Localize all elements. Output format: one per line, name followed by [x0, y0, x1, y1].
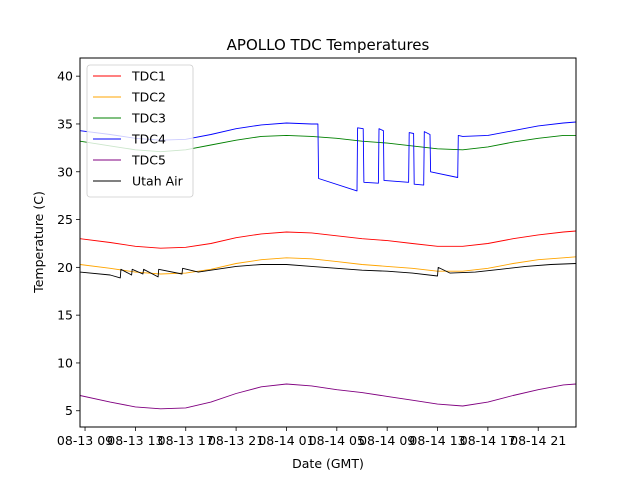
x-tick-label: 08-14 21: [510, 433, 566, 448]
y-tick-label: 10: [57, 355, 73, 370]
legend-item: TDC5: [93, 153, 166, 168]
x-tick-label: 08-14 05: [309, 433, 365, 448]
legend-box: [86, 64, 194, 198]
series-line-utah-air: [80, 263, 576, 279]
y-tick-label: 30: [57, 164, 73, 179]
y-tick-label: 15: [57, 308, 73, 323]
x-tick-label: 08-13 21: [208, 433, 264, 448]
legend-label: TDC1: [131, 69, 166, 84]
x-tick-label: 08-14 01: [258, 433, 314, 448]
plot-frame: [79, 57, 577, 428]
y-axis-label: Temperature (C): [31, 191, 46, 294]
legend-item: TDC4: [93, 132, 166, 147]
legend-label: TDC3: [131, 111, 166, 126]
legend: TDC1 TDC2 TDC3 TDC4 TDC5 Utah Air: [86, 64, 194, 198]
legend-item: TDC2: [93, 90, 166, 105]
series-line-tdc1: [80, 230, 576, 249]
legend-item: TDC1: [93, 69, 166, 84]
x-tick-label: 08-13 17: [158, 433, 214, 448]
x-tick-label: 08-14 13: [409, 433, 465, 448]
legend-item: TDC3: [93, 111, 166, 126]
y-tick-label: 5: [65, 403, 73, 418]
x-tick-label: 08-13 09: [57, 433, 113, 448]
y-tick-label: 40: [57, 69, 73, 84]
chart-title: APOLLO TDC Temperatures: [227, 36, 430, 54]
legend-label: Utah Air: [132, 174, 184, 189]
y-tick-label: 35: [57, 116, 73, 131]
y-tick-label: 20: [57, 260, 73, 275]
x-axis-label: Date (GMT): [292, 456, 364, 471]
series-line-tdc5: [80, 383, 576, 410]
series-line-tdc2: [80, 256, 576, 275]
legend-label: TDC2: [131, 90, 166, 105]
x-tick-label: 08-13 13: [107, 433, 163, 448]
legend-label: TDC5: [131, 153, 166, 168]
x-tick-label: 08-14 09: [359, 433, 415, 448]
x-tick-label: 08-14 17: [460, 433, 516, 448]
legend-label: TDC4: [131, 132, 166, 147]
y-axis: 5 10 15 20 25 30 35 40: [57, 69, 80, 418]
series-line-tdc4: [80, 121, 576, 192]
y-tick-label: 25: [57, 212, 73, 227]
legend-item: Utah Air: [93, 174, 184, 189]
